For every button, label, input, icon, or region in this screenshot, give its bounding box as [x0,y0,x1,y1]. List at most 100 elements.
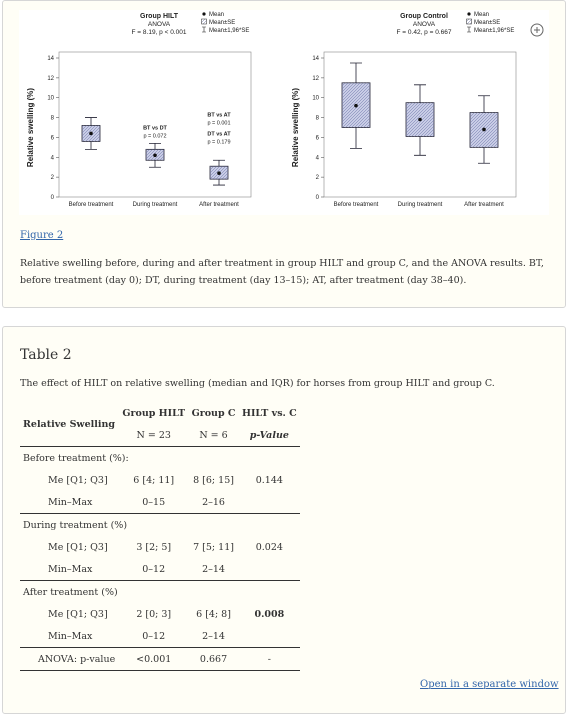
annotation: p = 0.001 [207,120,230,126]
data-cell: 7 [5; 11] [193,541,234,553]
data-cell: 2–14 [202,630,225,642]
annotation: p = 0.179 [207,139,230,145]
subheader-cell: p-Value [249,429,289,441]
y-tick-label: 4 [51,155,55,161]
chart-subtitle: ANOVA [413,21,436,28]
legend-whisker [202,26,206,33]
y-tick-label: 10 [312,96,319,102]
annotation: p = 0.072 [143,133,166,139]
section-title: During treatment (%) [23,519,128,531]
table: Relative Swelling Group HILT Group C HILT v… [20,402,300,671]
legend-mean [467,12,471,16]
x-tick-label: During treatment [398,202,443,208]
section-title: Before treatment (%): [23,452,129,464]
data-cell: 0–15 [142,496,166,508]
section-row: During treatment (%) [20,514,300,537]
x-tick-label: During treatment [133,202,178,208]
x-tick-label: Before treatment [69,202,114,208]
table-card: Table 2 The effect of HILT on relative s… [2,326,566,714]
legend-box [201,18,207,25]
x-tick-label: After treatment [464,202,504,208]
y-tick-label: 6 [51,135,55,141]
x-tick-label: After treatment [199,202,239,208]
data-cell: 2–16 [202,496,225,508]
data-row: Me [Q1; Q3] 6 [4; 11] 8 [6; 15] 0.144 [20,469,300,491]
table-link[interactable]: Open in a separate window [420,679,559,690]
mean [482,127,486,132]
data-row: Min–Max 0–15 2–16 [20,491,300,514]
subheader-cell: N = 23 [136,429,171,441]
legend-label: Mean [209,12,224,18]
chart-title: Group Control [400,13,448,20]
legend-box [466,18,472,25]
x-tick-label: Before treatment [334,202,379,208]
data-cell: 0.144 [255,474,283,486]
header-cell: HILT vs. C [241,407,297,419]
legend-label: Mean±SE [209,20,235,26]
table-caption: The effect of HILT on relative swelling … [20,378,495,389]
data-cell: 0.008 [254,608,285,620]
y-tick-label: 2 [51,175,55,181]
header-cell: Group HILT [122,407,186,419]
y-tick-label: 0 [316,195,320,201]
footer-cell: <0.001 [136,653,172,665]
annotation: BT vs AT [207,112,231,118]
legend-mean [202,12,206,16]
data-row: Min–Max 0–12 2–14 [20,558,300,581]
data-cell: 3 [2; 5] [136,541,172,553]
subheader-row: N = 23 N = 6 p-Value [20,424,300,447]
legend-label: Mean±SE [474,20,500,26]
figure-card: Group HILT ANOVA F = 8.19, p < 0.001 Mean Me… [2,0,566,308]
data-row: Min–Max 0–12 2–14 [20,625,300,648]
legend-whisker [467,26,471,33]
footer-cell: - [267,653,271,665]
plot-frame [58,51,252,198]
chart-stat: F = 0.42, p = 0.667 [397,29,452,36]
subheader-cell: N = 6 [199,429,228,441]
footer-row: ANOVA: p-value <0.001 0.667 - [20,648,300,671]
figure-link[interactable]: Figure 2 [20,230,64,241]
data-cell: Me [Q1; Q3] [48,474,108,486]
legend-label: Mean±1,96*SE [209,28,249,34]
annotation: BT vs DT [143,125,167,131]
mean [153,153,157,158]
y-tick-label: 0 [51,195,55,201]
y-axis-label: Relative swelling (%) [26,88,35,167]
legend-label: Mean [474,12,489,18]
footer-cell: 0.667 [199,653,228,665]
chart-subtitle: ANOVA [148,21,171,28]
data-cell: Me [Q1; Q3] [48,541,108,553]
section-row: After treatment (%) [20,581,300,604]
section-title: After treatment (%) [23,586,118,598]
annotation: DT vs AT [207,131,231,137]
y-tick-label: 2 [316,175,320,181]
mean [354,103,358,108]
data-cell: Me [Q1; Q3] [48,608,108,620]
y-tick-label: 12 [47,76,54,82]
mean [418,117,422,122]
data-cell: Min–Max [48,496,93,508]
zoom-plus [534,27,540,33]
y-tick-label: 14 [312,56,319,62]
data-cell: 6 [4; 11] [133,474,175,486]
data-row: Me [Q1; Q3] 2 [0; 3] 6 [4; 8] 0.008 [20,603,300,625]
header-cell: Relative Swelling [23,418,116,430]
y-tick-label: 8 [316,116,320,122]
y-tick-label: 12 [312,76,319,82]
y-tick-label: 4 [316,155,320,161]
table-title: Table 2 [20,347,72,363]
chart-stat: F = 8.19, p < 0.001 [132,29,187,36]
data-cell: 2 [0; 3] [136,608,172,620]
data-row: Me [Q1; Q3] 3 [2; 5] 7 [5; 11] 0.024 [20,536,300,558]
header-cell: Group C [191,407,236,419]
legend-label: Mean±1,96*SE [474,28,514,34]
data-cell: 6 [4; 8] [196,608,231,620]
data-cell: 2–14 [202,563,225,575]
y-tick-label: 8 [51,116,55,122]
y-tick-label: 6 [316,135,320,141]
footer-cell: ANOVA: p-value [38,653,116,665]
